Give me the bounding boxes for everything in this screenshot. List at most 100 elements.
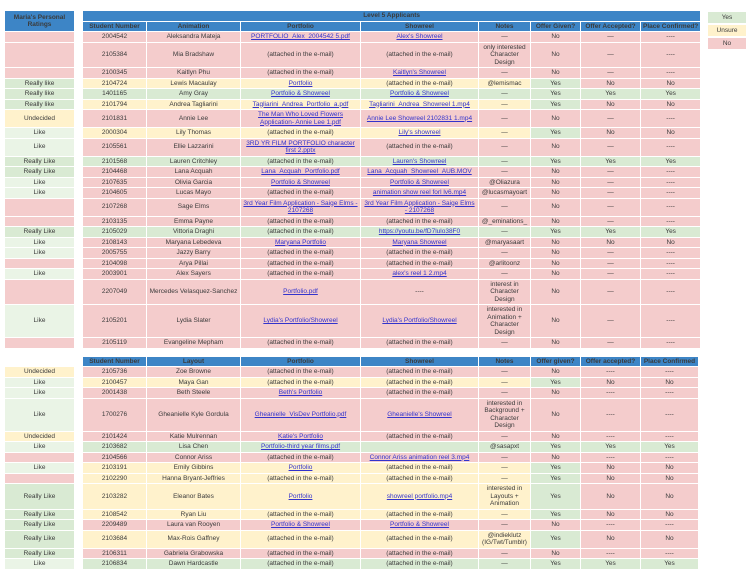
portfolio-link[interactable]: Portfolio & Showreel: [271, 90, 330, 97]
rating-cell: Like: [4, 236, 75, 248]
showreel-link[interactable]: Kaitlyn's Showreel: [393, 69, 446, 76]
showreel-cell: (attached in the e-mail): [360, 247, 479, 259]
portfolio-cell: (attached in the e-mail): [240, 451, 361, 463]
applicant-name-cell: Zoe Browne: [146, 366, 241, 378]
rating-cell: Like: [4, 441, 75, 453]
gutter: [74, 187, 83, 199]
student-number-cell: 2105119: [82, 337, 147, 349]
showreel-link[interactable]: Lauren's Showreel: [392, 157, 447, 165]
applicant-name-cell: Lily Thomas: [146, 127, 241, 139]
notes-cell: —: [478, 547, 531, 559]
portfolio-cell: Gheanielle_VisDev Portfolio.pdf: [240, 397, 361, 432]
portfolio-link[interactable]: PORTFOLIO_Alex_2004542 5.pdf: [251, 33, 350, 40]
showreel-link[interactable]: alex's reel 1 2.mp4: [392, 270, 447, 277]
rating-cell: Really Like: [4, 508, 75, 520]
offer-given-cell: No: [530, 519, 581, 531]
showreel-cell: Connor Ariss animation reel 3.mp4: [360, 451, 479, 463]
applicant-name-cell: Emily Gibbins: [146, 462, 241, 474]
rating-cell: Really Like: [4, 529, 75, 549]
portfolio-cell: Tagliarini_Andrea_Portfolio_a.pdf: [240, 98, 361, 110]
portfolio-link[interactable]: Lana_Acquah_Portfolio.pdf: [261, 168, 340, 175]
place-confirmed-cell: ----: [640, 366, 699, 378]
portfolio-cell: 3RD YR FILM PORTFOLIO character first 2.…: [240, 137, 361, 157]
showreel-link[interactable]: Portfolio & Showreel: [390, 178, 449, 186]
notes-cell: interested in Animation + Character Desi…: [478, 304, 531, 338]
offer-given-cell: Yes: [530, 472, 581, 484]
offer-given-cell: No: [530, 451, 581, 463]
showreel-link[interactable]: 3rd Year Film Application - Saige Elms -…: [364, 199, 475, 215]
portfolio-link[interactable]: The Man Who Loved Flowers Application- A…: [258, 111, 343, 126]
offer-accepted-cell: Yes: [580, 155, 641, 167]
offer-accepted-cell: —: [580, 268, 641, 280]
portfolio-cell: (attached in the e-mail): [240, 187, 361, 199]
notes-cell: —: [478, 462, 531, 474]
applicant-row: Like 2103682 Lisa Chen Portfolio-third year…: [4, 441, 699, 453]
offer-given-cell: No: [530, 337, 581, 349]
showreel-link[interactable]: animation show reel forl lv6.mp4: [372, 189, 467, 196]
showreel-link[interactable]: Lana_Acquah_Showreel_AUB.MOV: [367, 168, 472, 175]
rating-cell: [4, 257, 75, 269]
gutter: [74, 197, 83, 217]
showreel-link[interactable]: Portfolio & Showreel: [390, 90, 449, 97]
offer-accepted-cell: No: [580, 77, 641, 89]
student-number-cell: 2105201: [82, 304, 147, 338]
notes-cell: —: [478, 387, 531, 399]
notes-cell: @lucasmayoart: [478, 187, 531, 199]
place-confirmed-cell: No: [639, 98, 702, 110]
showreel-link[interactable]: Lydia's Portfolio/Showreel: [382, 317, 457, 325]
notes-cell: @maryasaart: [478, 236, 531, 248]
showreel-link[interactable]: Alex's Showreel: [396, 33, 443, 40]
portfolio-cell: Portfolio.pdf: [240, 278, 361, 305]
student-number-cell: 2103191: [82, 462, 147, 474]
showreel-link[interactable]: Portfolio & Showreel: [390, 521, 449, 528]
portfolio-link[interactable]: 3rd Year Film Application - Saige Elms -…: [243, 199, 358, 215]
showreel-cell: (attached in the e-mail): [360, 137, 479, 157]
notes-cell: —: [478, 67, 531, 79]
portfolio-link[interactable]: Portfolio & Showreel: [271, 178, 330, 186]
portfolio-link[interactable]: Portfolio: [288, 492, 313, 500]
applicant-name-cell: Max-Rois Gaffney: [146, 529, 241, 549]
showreel-link[interactable]: Maryana Showreel: [392, 238, 447, 246]
student-number-cell: 2104724: [82, 77, 147, 89]
student-number-cell: 2102290: [82, 472, 147, 484]
showreel-link[interactable]: Annie Lee Showreel 2102831 1.mp4: [366, 114, 473, 122]
applicant-row: Like 2103191 Emily Gibbins Portfolio (attach…: [4, 462, 699, 474]
showreel-link[interactable]: Connor Ariss animation reel 3.mp4: [369, 453, 470, 461]
rating-cell: [4, 197, 75, 217]
offer-given-cell: Yes: [530, 462, 581, 474]
portfolio-link[interactable]: Portfolio & Showreel: [271, 521, 330, 528]
portfolio-link[interactable]: Tagliarini_Andrea_Portfolio_a.pdf: [252, 100, 349, 108]
showreel-link[interactable]: Tagliarini_Andrea_Showreel 1.mp4: [369, 100, 470, 108]
rating-cell: Like: [4, 127, 75, 139]
place-confirmed-cell: ----: [639, 31, 702, 43]
place-confirmed-cell: ----: [639, 247, 702, 259]
portfolio-cell: Lydia's Portfolio/Showreel: [240, 304, 361, 338]
offer-given-cell: Yes: [530, 155, 581, 167]
portfolio-link[interactable]: 3RD YR FILM PORTFOLIO character first 2.…: [246, 139, 355, 155]
notes-cell: —: [478, 88, 531, 100]
portfolio-link[interactable]: Beth's Portfolio: [278, 389, 323, 396]
portfolio-link[interactable]: Portfolio.pdf: [283, 288, 318, 295]
portfolio-link[interactable]: Katie's Portfolio: [278, 432, 323, 440]
showreel-link[interactable]: Lily's showreel: [398, 129, 441, 136]
showreel-link[interactable]: Gheanielle's Showreel: [387, 410, 452, 418]
rating-cell: Like: [4, 558, 75, 570]
showreel-cell: Lydia's Portfolio/Showreel: [360, 304, 479, 338]
column-header-showreel: Showreel: [360, 355, 479, 367]
showreel-link[interactable]: showreel portfolio.mp4: [386, 492, 453, 500]
portfolio-link[interactable]: Gheanielle_VisDev Portfolio.pdf: [254, 410, 347, 418]
offer-accepted-cell: ----: [580, 430, 641, 442]
portfolio-link[interactable]: Portfolio-third year films.pdf: [260, 443, 341, 450]
portfolio-link[interactable]: Maryana Portfolio: [275, 238, 326, 246]
place-confirmed-cell: No: [640, 462, 699, 474]
portfolio-cell: (attached in the e-mail): [240, 127, 361, 139]
portfolio-link[interactable]: Portfolio: [288, 79, 313, 87]
place-confirmed-cell: ----: [639, 215, 702, 227]
student-number-cell: 2101424: [82, 430, 147, 442]
portfolio-link[interactable]: Portfolio: [288, 464, 313, 471]
offer-accepted-cell: No: [580, 127, 641, 139]
portfolio-link[interactable]: Lydia's Portfolio/Showreel: [263, 317, 338, 325]
gutter: [74, 257, 83, 269]
showreel-link[interactable]: https://youtu.be/fD7lulo38F0: [378, 228, 461, 235]
showreel-cell: (attached in the e-mail): [360, 508, 479, 520]
